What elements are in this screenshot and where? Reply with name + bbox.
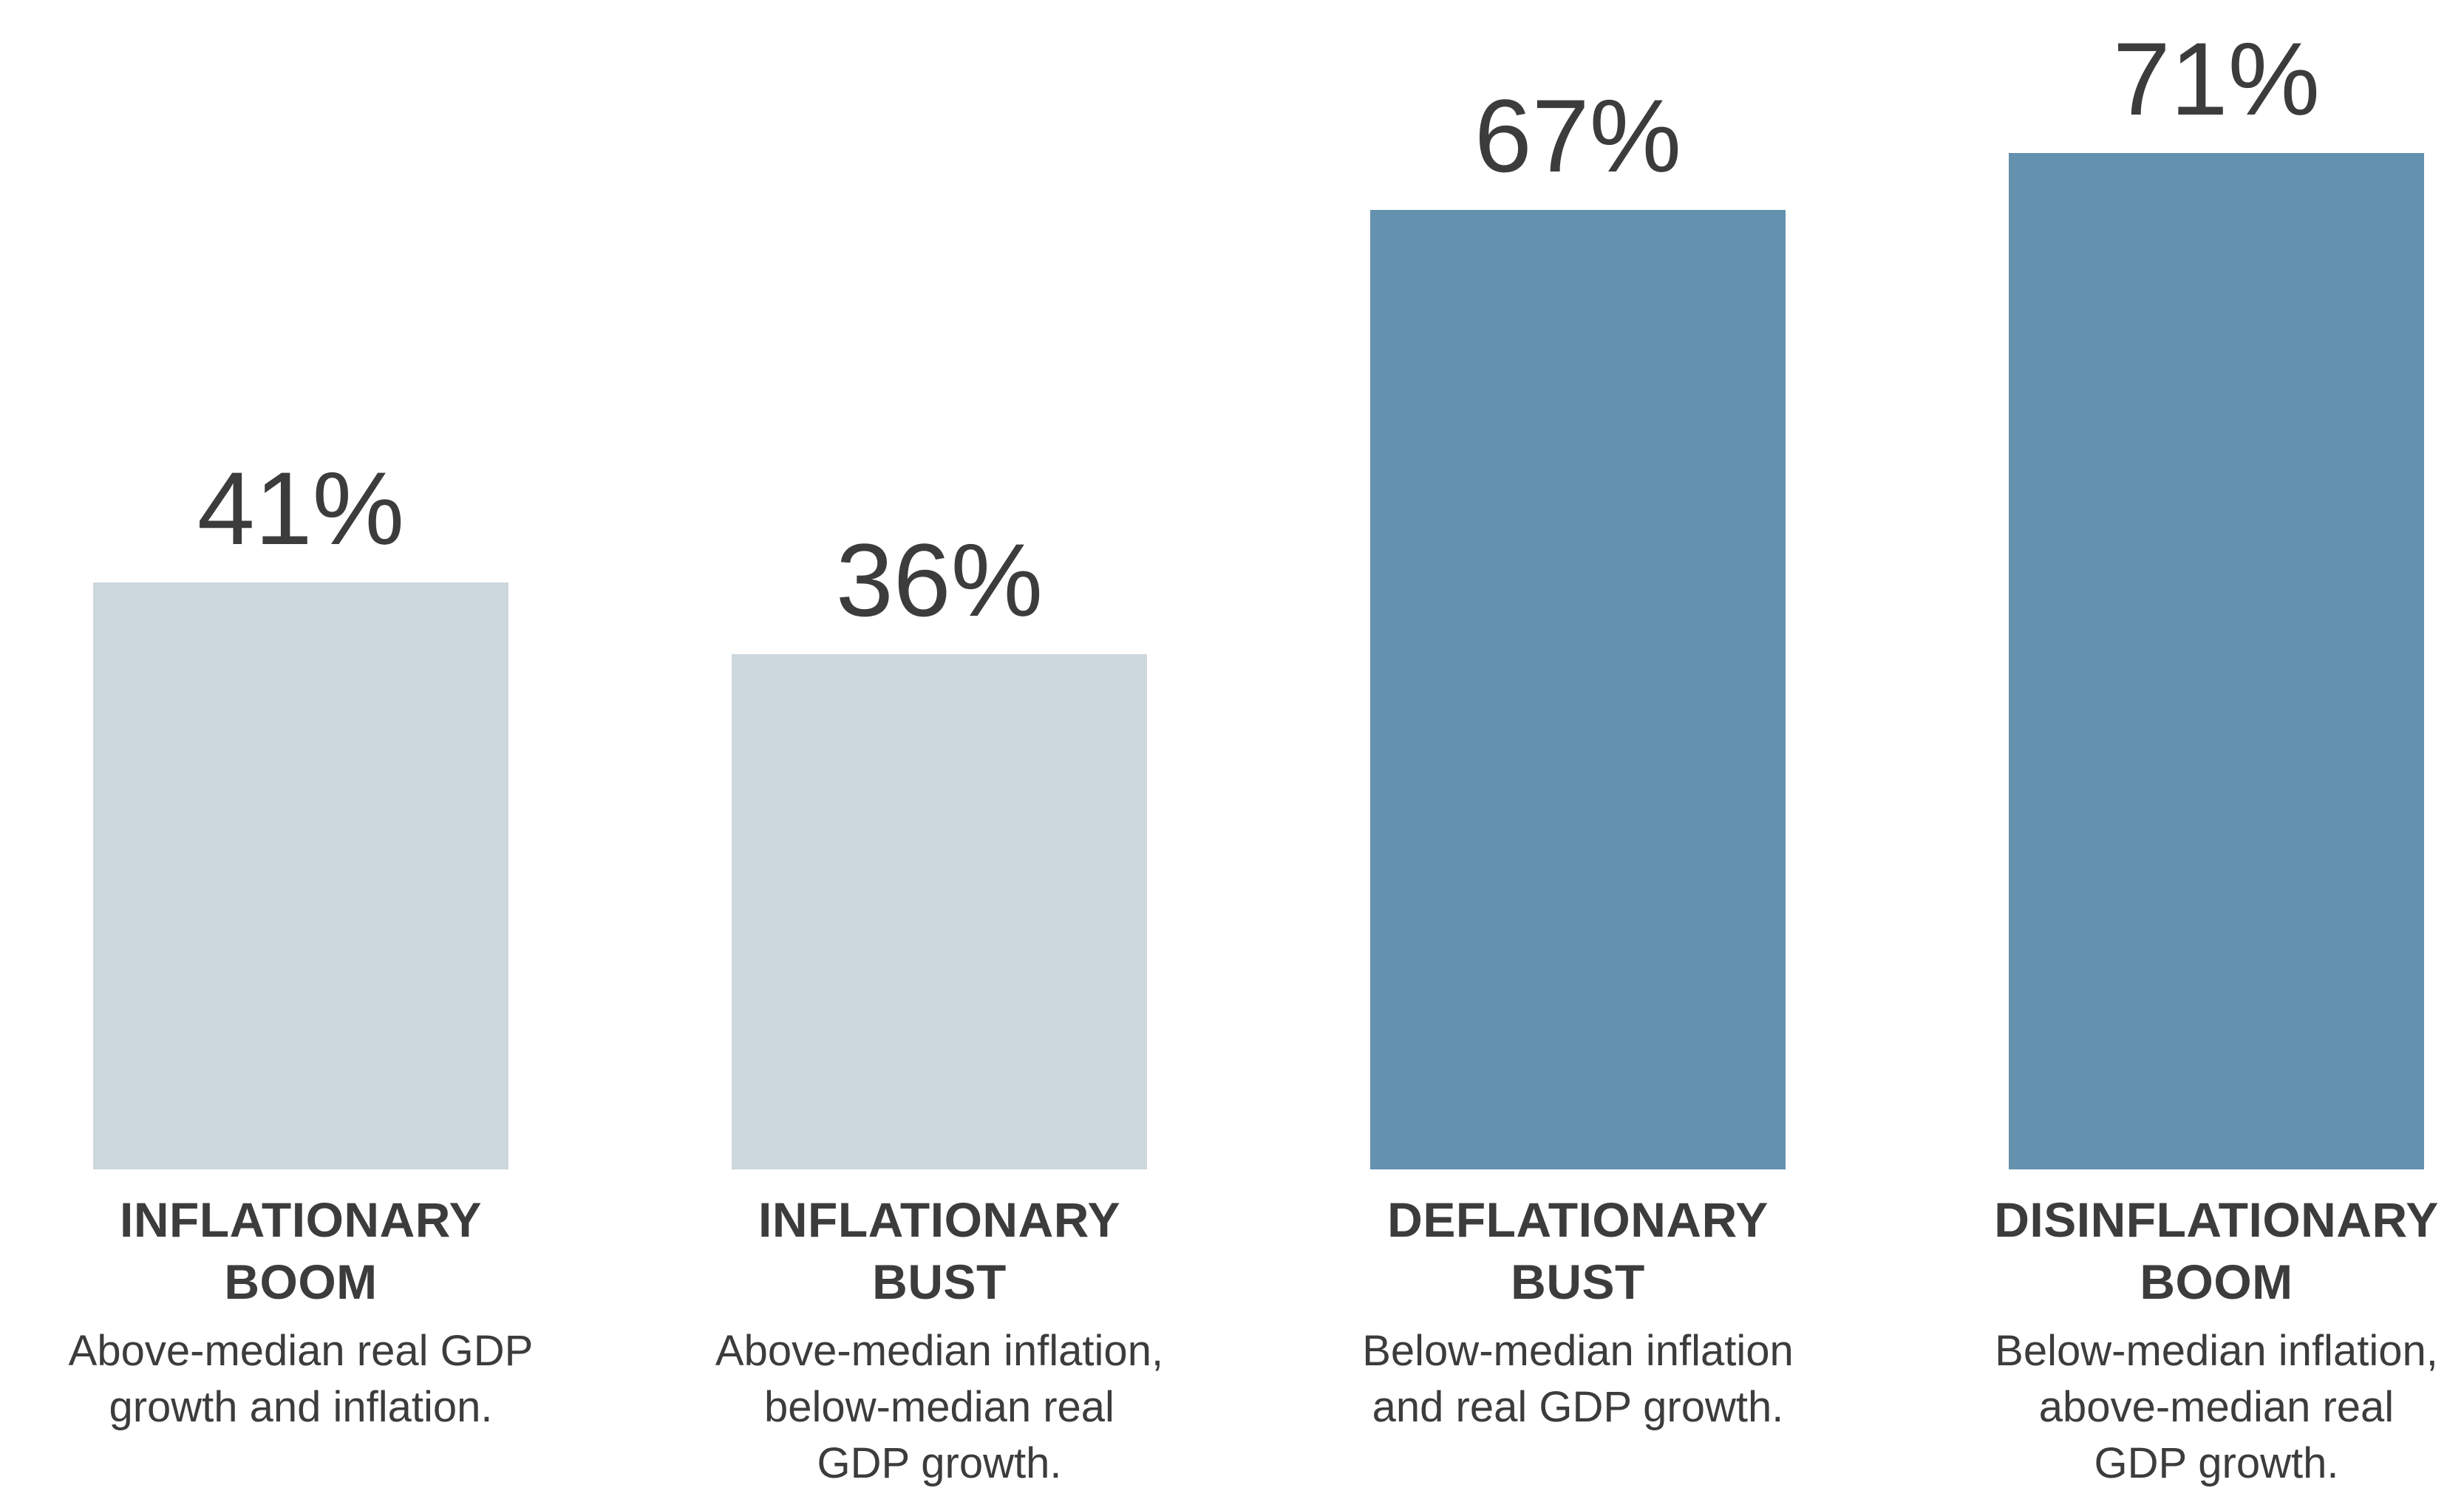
- category-description: Above-median real GDP growth and inflati…: [68, 1327, 534, 1431]
- category-description: Below-median inflation and real GDP grow…: [1362, 1327, 1794, 1431]
- bar-caption: INFLATIONARY BUST Above-median inflation…: [681, 1189, 1198, 1492]
- category-label: DISINFLATIONARY BOOM: [1994, 1192, 2439, 1309]
- bar-value-label: 36%: [835, 522, 1044, 638]
- bar-group: 71% DISINFLATIONARY BOOM Below-median in…: [1958, 0, 2464, 1505]
- bar-caption: DISINFLATIONARY BOOM Below-median inflat…: [1958, 1189, 2464, 1492]
- bar: [93, 582, 508, 1169]
- bar-value-label: 71%: [2112, 21, 2321, 137]
- bar-group: 41% INFLATIONARY BOOM Above-median real …: [42, 0, 559, 1505]
- bar: [2009, 153, 2424, 1169]
- bar-caption: DEFLATIONARY BUST Below-median inflation…: [1319, 1189, 1837, 1436]
- bar-group: 67% DEFLATIONARY BUST Below-median infla…: [1319, 0, 1837, 1505]
- category-description: Below-median inflation, above-median rea…: [1995, 1327, 2438, 1487]
- bar-group: 36% INFLATIONARY BUST Above-median infla…: [681, 0, 1198, 1505]
- bar-caption: INFLATIONARY BOOM Above-median real GDP …: [42, 1189, 559, 1436]
- category-label: DEFLATIONARY BUST: [1387, 1192, 1769, 1309]
- category-description: Above-median inflation, below-median rea…: [715, 1327, 1164, 1487]
- bar-value-label: 67%: [1474, 78, 1682, 194]
- bar-value-label: 41%: [197, 450, 405, 566]
- bar: [1370, 210, 1786, 1169]
- bar: [732, 654, 1147, 1169]
- category-label: INFLATIONARY BUST: [758, 1192, 1120, 1309]
- category-label: INFLATIONARY BOOM: [120, 1192, 482, 1309]
